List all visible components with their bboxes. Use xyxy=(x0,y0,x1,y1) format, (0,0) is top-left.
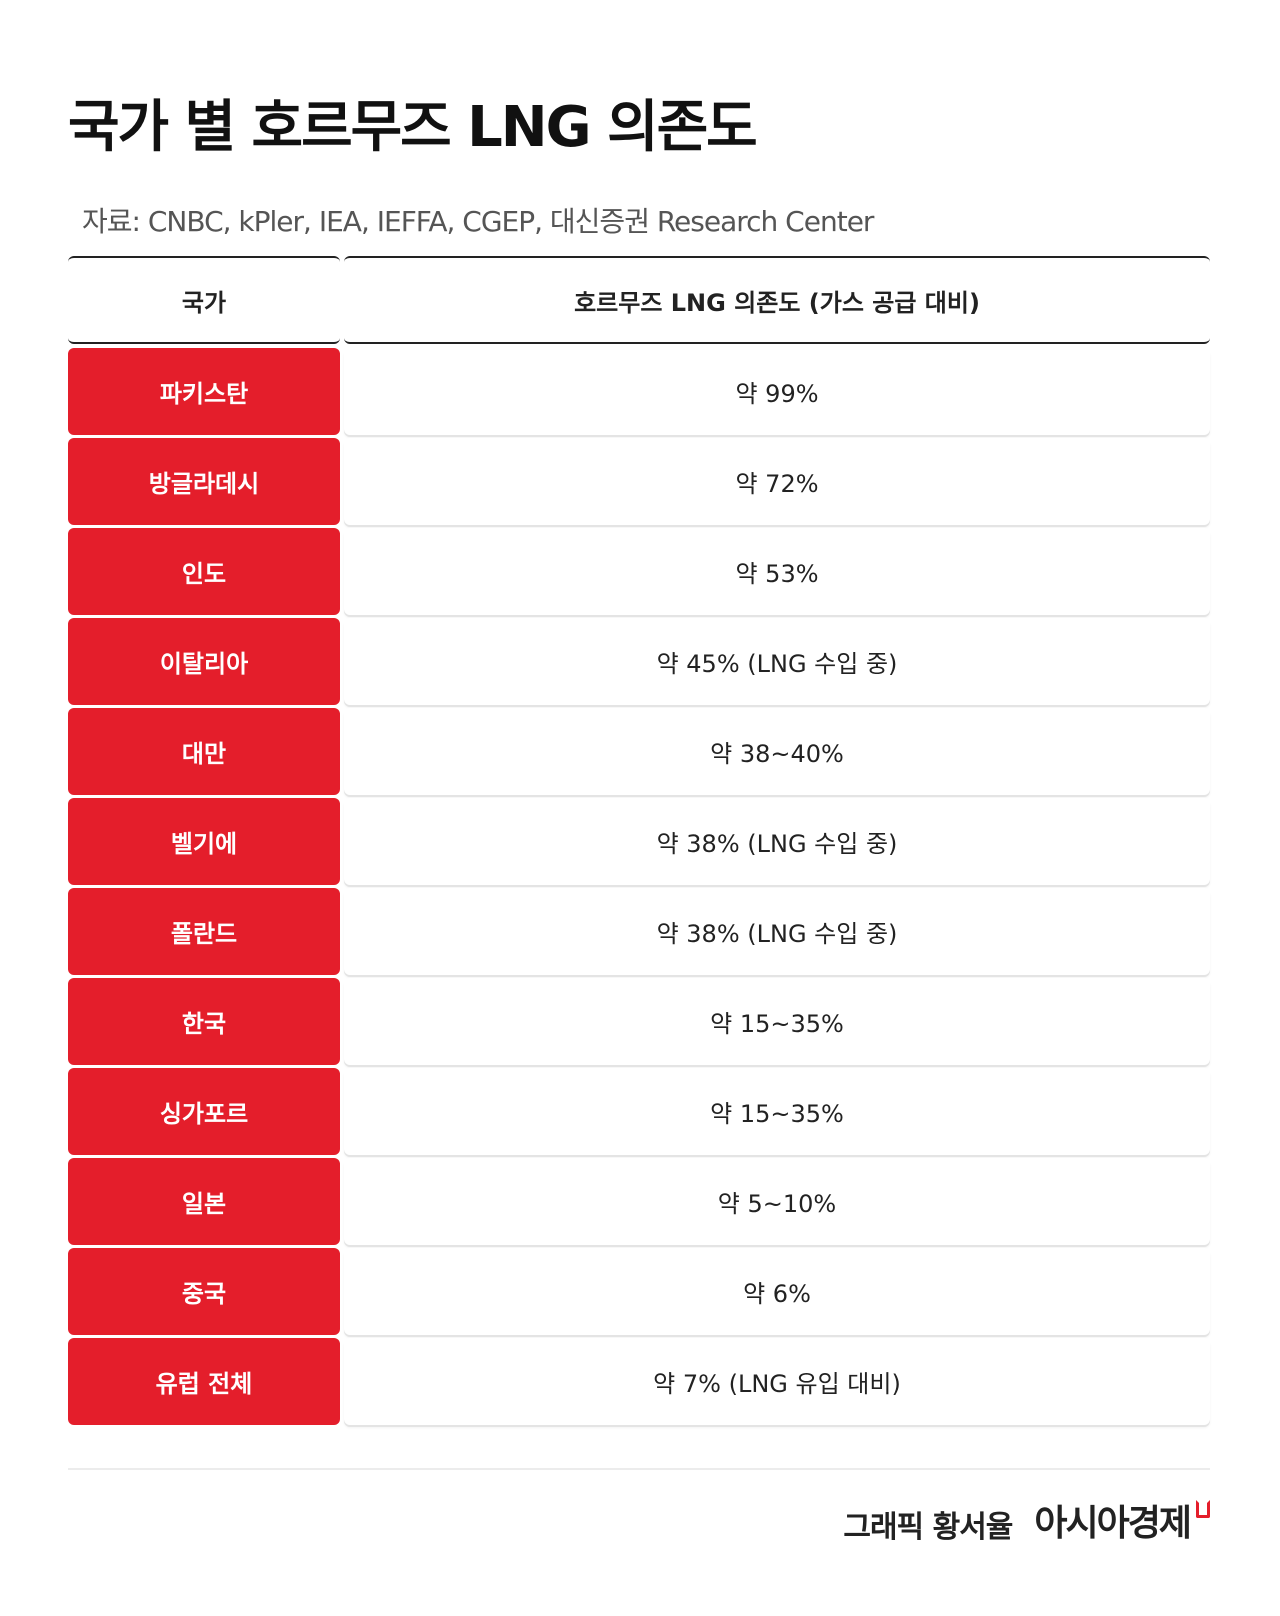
value-cell: 약 15~35% xyxy=(344,1068,1210,1155)
value-cell: 약 53% xyxy=(344,528,1210,615)
country-cell: 일본 xyxy=(68,1158,340,1245)
footer-credit: 그래픽 황서율 아시아경제 xyxy=(843,1494,1210,1546)
table-row: 일본 약 5~10% xyxy=(68,1158,1210,1245)
table-header: 국가 호르무즈 LNG 의존도 (가스 공급 대비) xyxy=(68,256,1210,344)
country-cell: 중국 xyxy=(68,1248,340,1335)
country-cell: 파키스탄 xyxy=(68,348,340,435)
value-cell: 약 45% (LNG 수입 중) xyxy=(344,618,1210,705)
value-cell: 약 38% (LNG 수입 중) xyxy=(344,798,1210,885)
header-dependency: 호르무즈 LNG 의존도 (가스 공급 대비) xyxy=(344,256,1210,344)
publisher-logo-text: 아시아경제 xyxy=(1034,1503,1192,1544)
country-cell: 이탈리아 xyxy=(68,618,340,705)
table-row: 한국 약 15~35% xyxy=(68,978,1210,1065)
table-row: 싱가포르 약 15~35% xyxy=(68,1068,1210,1155)
table-row: 인도 약 53% xyxy=(68,528,1210,615)
source-note: 자료: CNBC, kPler, IEA, IEFFA, CGEP, 대신증권 … xyxy=(82,205,874,238)
value-cell: 약 38% (LNG 수입 중) xyxy=(344,888,1210,975)
page-title: 국가 별 호르무즈 LNG 의존도 xyxy=(68,95,758,160)
value-cell: 약 5~10% xyxy=(344,1158,1210,1245)
value-cell: 약 38~40% xyxy=(344,708,1210,795)
table-row: 방글라데시 약 72% xyxy=(68,438,1210,525)
header-country: 국가 xyxy=(68,256,340,344)
value-cell: 약 6% xyxy=(344,1248,1210,1335)
country-cell: 인도 xyxy=(68,528,340,615)
country-cell: 싱가포르 xyxy=(68,1068,340,1155)
table-body: 파키스탄 약 99% 방글라데시 약 72% 인도 약 53% 이탈리아 약 4… xyxy=(68,348,1210,1425)
footer-divider xyxy=(68,1468,1210,1470)
table-row: 벨기에 약 38% (LNG 수입 중) xyxy=(68,798,1210,885)
country-cell: 한국 xyxy=(68,978,340,1065)
value-cell: 약 72% xyxy=(344,438,1210,525)
country-cell: 폴란드 xyxy=(68,888,340,975)
value-cell: 약 99% xyxy=(344,348,1210,435)
country-cell: 방글라데시 xyxy=(68,438,340,525)
country-cell: 유럽 전체 xyxy=(68,1338,340,1425)
table-row: 파키스탄 약 99% xyxy=(68,348,1210,435)
table-row: 이탈리아 약 45% (LNG 수입 중) xyxy=(68,618,1210,705)
value-cell: 약 15~35% xyxy=(344,978,1210,1065)
table-row: 유럽 전체 약 7% (LNG 유입 대비) xyxy=(68,1338,1210,1425)
table-row: 중국 약 6% xyxy=(68,1248,1210,1335)
country-cell: 벨기에 xyxy=(68,798,340,885)
dependency-table: 국가 호르무즈 LNG 의존도 (가스 공급 대비) 파키스탄 약 99% 방글… xyxy=(68,256,1210,1428)
graphic-credit: 그래픽 황서율 xyxy=(843,1510,1013,1545)
table-row: 대만 약 38~40% xyxy=(68,708,1210,795)
table-row: 폴란드 약 38% (LNG 수입 중) xyxy=(68,888,1210,975)
country-cell: 대만 xyxy=(68,708,340,795)
value-cell: 약 7% (LNG 유입 대비) xyxy=(344,1338,1210,1425)
publisher-logo-icon xyxy=(1196,1500,1210,1518)
